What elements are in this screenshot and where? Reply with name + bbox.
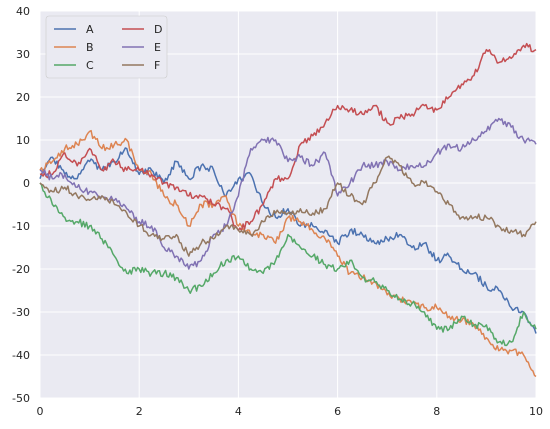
series-line-b	[39, 129, 537, 378]
series-line-e	[39, 117, 537, 270]
legend: ABC DEF	[45, 15, 168, 79]
legend-label-a: A	[86, 23, 94, 36]
y-tick-label: 10	[16, 134, 30, 147]
series-line-a	[39, 147, 537, 334]
series-line-c	[39, 182, 537, 347]
y-tick-label: -40	[12, 349, 30, 362]
y-tick-label: 0	[23, 177, 30, 190]
legend-label-e: E	[154, 41, 161, 54]
y-tick-labels: -50 -40 -30 -20 -10 0 10 20 30 40	[12, 5, 30, 405]
series-lines	[39, 42, 537, 378]
x-tick-labels: 0 2 4 6 8 10	[37, 405, 544, 418]
x-tick-label: 2	[136, 405, 143, 418]
y-tick-label: 40	[16, 5, 30, 18]
x-tick-label: 10	[529, 405, 543, 418]
legend-label-d: D	[154, 23, 162, 36]
y-tick-label: -10	[12, 220, 30, 233]
y-tick-label: -20	[12, 263, 30, 276]
x-tick-label: 4	[235, 405, 242, 418]
legend-box	[45, 15, 168, 79]
x-tick-label: 8	[433, 405, 440, 418]
series-line-f	[39, 155, 537, 257]
x-tick-label: 0	[37, 405, 44, 418]
legend-label-c: C	[86, 59, 94, 72]
legend-label-f: F	[154, 59, 160, 72]
y-tick-label: 20	[16, 91, 30, 104]
legend-label-b: B	[86, 41, 94, 54]
y-tick-label: -50	[12, 392, 30, 405]
series-line-d	[39, 42, 537, 232]
y-tick-label: -30	[12, 306, 30, 319]
grid-lines	[39, 10, 537, 399]
y-tick-label: 30	[16, 48, 30, 61]
x-tick-label: 6	[334, 405, 341, 418]
